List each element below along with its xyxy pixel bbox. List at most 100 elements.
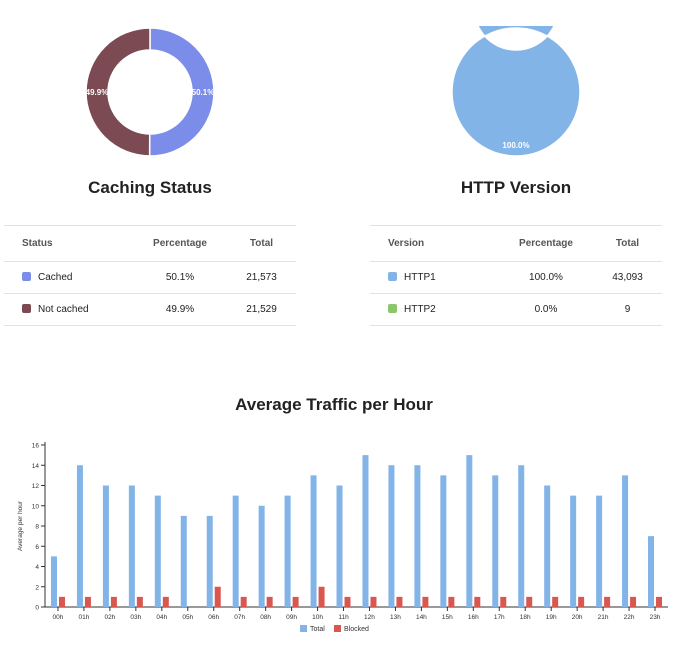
total-bar-14h[interactable]	[414, 465, 421, 607]
version-label: HTTP1	[404, 272, 436, 283]
caching-slice[interactable]	[148, 27, 215, 157]
status-label: Cached	[38, 272, 73, 283]
x-tick-label: 05h	[182, 614, 193, 621]
y-tick-label: 2	[35, 584, 39, 591]
blocked-bar-00h[interactable]	[58, 596, 65, 607]
blocked-legend-swatch	[334, 625, 341, 632]
blocked-bar-02h[interactable]	[110, 596, 117, 607]
traffic-bar-chart: 0 2 4 6 8 10 12 14 16 Average per hour 00h 01h 02h 03…	[17, 442, 668, 633]
total-bar-10h[interactable]	[310, 475, 317, 607]
blocked-bar-03h[interactable]	[136, 596, 143, 607]
x-tick-label: 20h	[572, 614, 583, 621]
total-bar-17h[interactable]	[492, 475, 499, 607]
column-header-total[interactable]: Total	[593, 225, 662, 262]
blocked-bar-22h[interactable]	[630, 596, 637, 607]
blocked-bar-17h[interactable]	[500, 596, 507, 607]
total-bar-01h[interactable]	[76, 465, 83, 607]
total-bar-05h[interactable]	[180, 515, 187, 607]
y-tick-label: 0	[35, 605, 39, 612]
total-bar-20h[interactable]	[570, 495, 577, 607]
http-donut-chart: 100.0%	[450, 0, 582, 158]
x-tick-label: 08h	[260, 614, 271, 621]
blocked-bar-01h[interactable]	[84, 596, 91, 607]
y-tick-label: 14	[32, 463, 40, 470]
caching-slice-label: 50.1%	[192, 88, 215, 97]
http-version-table: Version Percentage Total HTTP1 100.0% 43…	[370, 225, 662, 326]
version-cell: HTTP1	[370, 261, 499, 294]
blocked-bar-12h[interactable]	[370, 596, 377, 607]
total-bar-11h[interactable]	[336, 485, 343, 608]
blocked-bar-09h[interactable]	[292, 596, 299, 607]
http-slice-label: 100.0%	[502, 141, 529, 150]
total-bar-13h[interactable]	[388, 465, 395, 607]
x-tick-label: 04h	[156, 614, 167, 621]
blocked-bar-20h[interactable]	[578, 596, 585, 607]
http2-swatch	[388, 304, 397, 313]
x-tick-label: 12h	[364, 614, 375, 621]
total-bar-18h[interactable]	[518, 465, 525, 607]
total-cell: 43,093	[593, 261, 662, 294]
total-bar-19h[interactable]	[544, 485, 551, 608]
total-bar-06h[interactable]	[206, 515, 213, 607]
total-bar-23h[interactable]	[648, 536, 655, 607]
column-header-version[interactable]: Version	[370, 225, 499, 262]
total-bar-12h[interactable]	[362, 455, 369, 607]
x-tick-label: 21h	[598, 614, 609, 621]
total-legend-label[interactable]: Total	[310, 626, 325, 633]
x-tick-label: 01h	[79, 614, 90, 621]
total-legend-swatch	[300, 625, 307, 632]
blocked-legend-label[interactable]: Blocked	[344, 626, 369, 633]
blocked-bar-07h[interactable]	[240, 596, 247, 607]
total-bar-08h[interactable]	[258, 505, 265, 607]
x-tick-label: 07h	[234, 614, 245, 621]
x-tick-label: 13h	[390, 614, 401, 621]
x-tick-label: 19h	[546, 614, 557, 621]
total-bar-16h[interactable]	[466, 455, 473, 607]
http-slice[interactable]	[451, 0, 581, 157]
x-tick-label: 23h	[650, 614, 661, 621]
blocked-bar-04h[interactable]	[162, 596, 169, 607]
blocked-bar-15h[interactable]	[448, 596, 455, 607]
not-cached-swatch	[22, 304, 31, 313]
x-tick-label: 03h	[130, 614, 141, 621]
blocked-bar-06h[interactable]	[214, 586, 221, 607]
blocked-bar-08h[interactable]	[266, 596, 273, 607]
total-bar-07h[interactable]	[232, 495, 239, 607]
total-bar-02h[interactable]	[102, 485, 109, 608]
x-tick-label: 17h	[494, 614, 505, 621]
percentage-cell: 0.0%	[499, 293, 593, 326]
blocked-bar-18h[interactable]	[526, 596, 533, 607]
blocked-bar-19h[interactable]	[552, 596, 559, 607]
blocked-bar-10h[interactable]	[318, 586, 325, 607]
column-header-percentage[interactable]: Percentage	[133, 225, 227, 262]
total-bar-21h[interactable]	[596, 495, 603, 607]
total-bar-15h[interactable]	[440, 475, 447, 607]
blocked-bar-11h[interactable]	[344, 596, 351, 607]
x-tick-label: 10h	[312, 614, 323, 621]
total-bar-04h[interactable]	[154, 495, 161, 607]
percentage-cell: 100.0%	[499, 261, 593, 294]
blocked-bar-21h[interactable]	[604, 596, 611, 607]
caching-slice[interactable]	[85, 27, 151, 157]
y-tick-label: 6	[35, 544, 39, 551]
total-bar-22h[interactable]	[622, 475, 629, 607]
y-axis-label: Average per hour	[17, 500, 24, 551]
x-tick-label: 16h	[468, 614, 479, 621]
blocked-bar-13h[interactable]	[396, 596, 403, 607]
table-row: HTTP1 100.0% 43,093	[370, 261, 662, 294]
caching-donut-chart: 50.1% 49.9%	[84, 26, 216, 158]
version-label: HTTP2	[404, 304, 436, 315]
x-tick-label: 00h	[53, 614, 64, 621]
column-header-status[interactable]: Status	[4, 225, 133, 262]
table-row: Not cached 49.9% 21,529	[4, 293, 296, 326]
y-tick-label: 12	[32, 483, 40, 490]
total-bar-09h[interactable]	[284, 495, 291, 607]
column-header-percentage[interactable]: Percentage	[499, 225, 593, 262]
blocked-bar-23h[interactable]	[656, 596, 663, 607]
x-tick-label: 22h	[624, 614, 635, 621]
blocked-bar-16h[interactable]	[474, 596, 481, 607]
blocked-bar-14h[interactable]	[422, 596, 429, 607]
total-bar-03h[interactable]	[128, 485, 135, 608]
total-bar-00h[interactable]	[50, 556, 57, 607]
column-header-total[interactable]: Total	[227, 225, 296, 262]
